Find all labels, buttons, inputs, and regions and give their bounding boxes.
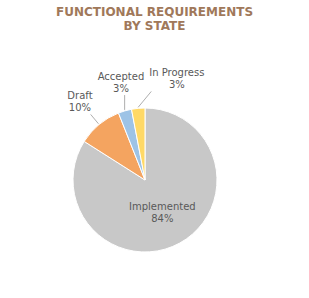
label-value: 84% bbox=[151, 213, 173, 224]
slices bbox=[73, 108, 217, 252]
label-category: Draft bbox=[67, 90, 92, 101]
data-label: Implemented84% bbox=[129, 201, 196, 224]
label-category: Implemented bbox=[129, 201, 196, 212]
leader-line bbox=[91, 114, 99, 123]
label-category: Accepted bbox=[98, 71, 145, 82]
data-label: Accepted3% bbox=[98, 71, 145, 94]
chart-container: FUNCTIONAL REQUIREMENTSBY STATE Implement… bbox=[0, 0, 309, 298]
leader-lines bbox=[91, 91, 152, 123]
title: FUNCTIONAL REQUIREMENTSBY STATE bbox=[56, 5, 253, 33]
title-line: BY STATE bbox=[124, 19, 186, 33]
title-line: FUNCTIONAL REQUIREMENTS bbox=[56, 5, 253, 19]
leader-line bbox=[124, 95, 125, 110]
label-value: 10% bbox=[69, 102, 91, 113]
slice bbox=[73, 108, 217, 252]
data-label: Draft10% bbox=[67, 90, 92, 113]
data-label: In Progress3% bbox=[149, 67, 204, 90]
slice bbox=[132, 108, 145, 180]
label-value: 3% bbox=[169, 79, 185, 90]
chart: FUNCTIONAL REQUIREMENTSBY STATE Implement… bbox=[0, 0, 309, 298]
label-category: In Progress bbox=[149, 67, 204, 78]
data-labels: Implemented84%Draft10%Accepted3%In Progr… bbox=[67, 67, 204, 223]
leader-line bbox=[138, 91, 151, 107]
label-value: 3% bbox=[113, 83, 129, 94]
